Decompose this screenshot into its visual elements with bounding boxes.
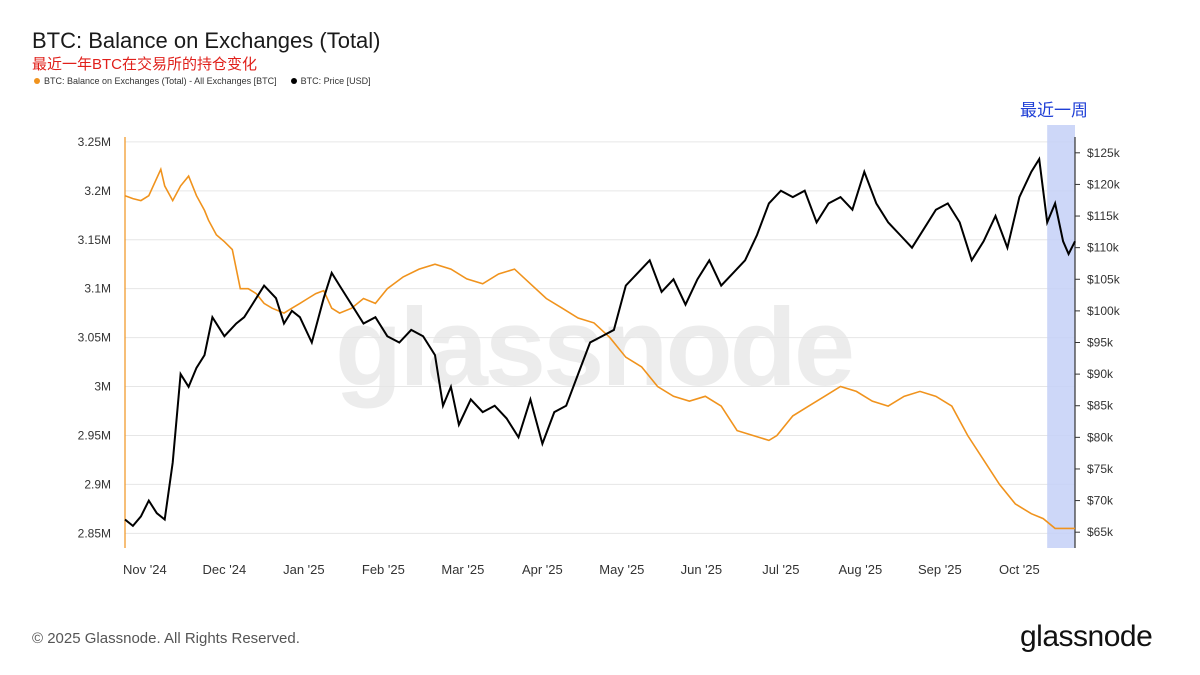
x-tick-label: Apr '25	[522, 562, 563, 577]
y-left-tick-label: 3M	[94, 380, 111, 394]
y-right-tick-label: $100k	[1087, 304, 1121, 318]
y-left-tick-label: 2.95M	[78, 428, 111, 442]
legend-item-price[interactable]: BTC: Price [USD]	[290, 76, 371, 86]
x-tick-label: May '25	[599, 562, 644, 577]
legend-dot-orange-icon	[34, 78, 40, 84]
x-tick-label: Nov '24	[123, 562, 167, 577]
x-tick-label: Dec '24	[203, 562, 247, 577]
y-right-tick-label: $70k	[1087, 494, 1114, 508]
y-left-tick-label: 3.05M	[78, 331, 111, 345]
chart-title: BTC: Balance on Exchanges (Total)	[32, 28, 381, 53]
x-tick-label: Oct '25	[999, 562, 1040, 577]
y-left-tick-label: 3.25M	[78, 135, 111, 149]
y-left-tick-label: 2.9M	[84, 477, 111, 491]
x-tick-label: Jan '25	[283, 562, 325, 577]
y-left-tick-label: 2.85M	[78, 526, 111, 540]
series-line-price	[124, 156, 1076, 528]
y-left-tick-label: 3.15M	[78, 233, 111, 247]
legend-label-price: BTC: Price [USD]	[300, 76, 371, 86]
x-tick-label: Mar '25	[441, 562, 484, 577]
y-right-tick-label: $85k	[1087, 399, 1114, 413]
highlight-label: 最近一周	[1020, 101, 1088, 120]
x-tick-label: Jun '25	[681, 562, 723, 577]
copyright-footer: © 2025 Glassnode. All Rights Reserved.	[32, 630, 300, 647]
glassnode-logo[interactable]: glassnode	[1020, 620, 1153, 653]
y-left-tick-label: 3.1M	[84, 282, 111, 296]
x-tick-label: Aug '25	[839, 562, 883, 577]
x-tick-label: Feb '25	[362, 562, 405, 577]
y-right-tick-label: $90k	[1087, 367, 1114, 381]
legend-dot-black-icon	[290, 78, 297, 84]
y-right-tick-label: $110k	[1087, 241, 1120, 255]
legend-item-balance[interactable]: BTC: Balance on Exchanges (Total) - All …	[34, 76, 277, 86]
recent-week-highlight	[1047, 125, 1075, 548]
series-line-balance	[124, 166, 1075, 530]
y-right-tick-label: $105k	[1087, 272, 1121, 286]
y-right-tick-label: $75k	[1087, 462, 1114, 476]
y-left-tick-label: 3.2M	[84, 184, 111, 198]
legend: BTC: Balance on Exchanges (Total) - All …	[34, 76, 371, 86]
watermark: glassnode	[335, 286, 852, 409]
x-tick-label: Jul '25	[762, 562, 799, 577]
chart-subtitle: 最近一年BTC在交易所的持仓变化	[32, 56, 258, 73]
x-tick-label: Sep '25	[918, 562, 962, 577]
y-right-tick-label: $120k	[1087, 177, 1121, 191]
y-right-tick-label: $95k	[1087, 336, 1114, 350]
y-right-tick-label: $80k	[1087, 430, 1114, 444]
legend-label-balance: BTC: Balance on Exchanges (Total) - All …	[44, 76, 277, 86]
y-right-tick-label: $65k	[1087, 525, 1114, 539]
y-right-tick-label: $125k	[1087, 146, 1121, 160]
y-right-tick-label: $115k	[1087, 209, 1120, 223]
